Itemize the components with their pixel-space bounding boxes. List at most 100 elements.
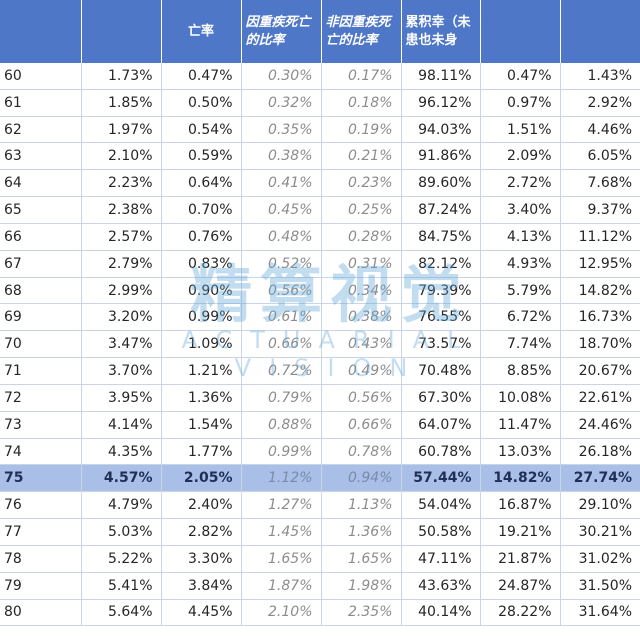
cell-death-rate: 0.83% <box>161 250 242 278</box>
cell-non-ci-death-ratio: 1.98% <box>321 572 402 600</box>
header-cell-age <box>0 0 82 63</box>
header-row: 亡率 因重疾死亡的比率 非因重疾死亡的比率 累积幸（未患也未身 <box>0 0 640 63</box>
cell-rate-a: 2.10% <box>81 142 162 171</box>
cell-non-ci-death-ratio: 0.19% <box>321 116 402 144</box>
table-row: 60 1.73% 0.47% 0.30% 0.17% 98.11% 0.47% 1.43% <box>0 63 640 90</box>
cell-col7: 0.97% <box>480 89 561 117</box>
cell-col7: 4.13% <box>480 223 561 251</box>
header-cell-rate <box>81 0 162 63</box>
cell-cumulative: 94.03% <box>401 116 481 144</box>
cell-rate-a: 4.35% <box>81 438 162 466</box>
cell-col8: 18.70% <box>560 330 640 359</box>
cell-cumulative: 57.44% <box>401 464 481 493</box>
cell-death-rate: 1.09% <box>161 330 242 359</box>
cell-col7: 24.87% <box>480 572 561 600</box>
cell-col8: 6.05% <box>560 142 640 171</box>
cell-age: 74 <box>0 438 82 466</box>
cell-age: 78 <box>0 545 82 573</box>
cell-ci-death-ratio: 1.12% <box>241 464 322 493</box>
cell-col7: 10.08% <box>480 384 561 412</box>
cell-col7: 7.74% <box>480 330 561 359</box>
cell-non-ci-death-ratio: 1.65% <box>321 545 402 573</box>
cell-ci-death-ratio: 0.48% <box>241 223 322 251</box>
table-row: 73 4.14% 1.54% 0.88% 0.66% 64.07% 11.47% 24.46% <box>0 411 640 439</box>
table-row: 72 3.95% 1.36% 0.79% 0.56% 67.30% 10.08% 22.61% <box>0 384 640 412</box>
cell-col8: 31.50% <box>560 572 640 600</box>
table-row: 80 5.64% 4.45% 2.10% 2.35% 40.14% 28.22% 31.64% <box>0 599 640 627</box>
cell-cumulative: 43.63% <box>401 572 481 600</box>
cell-col7: 2.09% <box>480 142 561 171</box>
cell-col7: 28.22% <box>480 599 561 627</box>
cell-col7: 16.87% <box>480 491 561 520</box>
cell-age: 61 <box>0 89 82 117</box>
cell-cumulative: 70.48% <box>401 357 481 385</box>
cell-rate-a: 4.14% <box>81 411 162 439</box>
cell-rate-a: 5.22% <box>81 545 162 573</box>
table-row: 74 4.35% 1.77% 0.99% 0.78% 60.78% 13.03% 26.18% <box>0 438 640 466</box>
cell-age: 64 <box>0 169 82 198</box>
cell-rate-a: 4.79% <box>81 491 162 520</box>
cell-rate-a: 2.23% <box>81 169 162 198</box>
cell-col7: 0.47% <box>480 63 561 90</box>
table-row: 77 5.03% 2.82% 1.45% 1.36% 50.58% 19.21% 30.21% <box>0 518 640 546</box>
cell-age: 71 <box>0 357 82 385</box>
cell-cumulative: 73.57% <box>401 330 481 359</box>
cell-cumulative: 67.30% <box>401 384 481 412</box>
cell-rate-a: 5.41% <box>81 572 162 600</box>
cell-col7: 11.47% <box>480 411 561 439</box>
header-cell-cumulative: 累积幸（未患也未身 <box>401 0 481 63</box>
cell-age: 68 <box>0 277 82 305</box>
cell-col7: 13.03% <box>480 438 561 466</box>
cell-col8: 16.73% <box>560 303 640 332</box>
cell-col8: 30.21% <box>560 518 640 546</box>
table-row: 79 5.41% 3.84% 1.87% 1.98% 43.63% 24.87% 31.50% <box>0 572 640 600</box>
cell-col7: 3.40% <box>480 196 561 224</box>
cell-age: 73 <box>0 411 82 439</box>
cell-death-rate: 0.90% <box>161 277 242 305</box>
cell-age: 72 <box>0 384 82 412</box>
cell-ci-death-ratio: 0.99% <box>241 438 322 466</box>
table-row: 65 2.38% 0.70% 0.45% 0.25% 87.24% 3.40% 9.37% <box>0 196 640 224</box>
table-header: 亡率 因重疾死亡的比率 非因重疾死亡的比率 累积幸（未患也未身 <box>0 0 640 63</box>
cell-age: 62 <box>0 116 82 144</box>
cell-non-ci-death-ratio: 0.56% <box>321 384 402 412</box>
cell-col8: 9.37% <box>560 196 640 224</box>
cell-non-ci-death-ratio: 0.78% <box>321 438 402 466</box>
table-row: 62 1.97% 0.54% 0.35% 0.19% 94.03% 1.51% 4.46% <box>0 116 640 144</box>
table-row: 66 2.57% 0.76% 0.48% 0.28% 84.75% 4.13% 11.12% <box>0 223 640 251</box>
table-row: 76 4.79% 2.40% 1.27% 1.13% 54.04% 16.87% 29.10% <box>0 491 640 520</box>
cell-col8: 27.74% <box>560 464 640 493</box>
cell-cumulative: 87.24% <box>401 196 481 224</box>
cell-cumulative: 47.11% <box>401 545 481 573</box>
cell-rate-a: 5.64% <box>81 599 162 627</box>
cell-col8: 1.43% <box>560 63 640 90</box>
table-row: 63 2.10% 0.59% 0.38% 0.21% 91.86% 2.09% 6.05% <box>0 142 640 171</box>
cell-death-rate: 0.64% <box>161 169 242 198</box>
cell-cumulative: 84.75% <box>401 223 481 251</box>
cell-ci-death-ratio: 0.72% <box>241 357 322 385</box>
table-row: 75 4.57% 2.05% 1.12% 0.94% 57.44% 14.82% 27.74% <box>0 464 640 493</box>
cell-non-ci-death-ratio: 0.31% <box>321 250 402 278</box>
cell-col7: 19.21% <box>480 518 561 546</box>
cell-col7: 14.82% <box>480 464 561 493</box>
cell-ci-death-ratio: 0.30% <box>241 63 322 90</box>
cell-col8: 22.61% <box>560 384 640 412</box>
header-cell-col8 <box>560 0 640 63</box>
cell-cumulative: 40.14% <box>401 599 481 627</box>
cell-cumulative: 98.11% <box>401 63 481 90</box>
cell-cumulative: 96.12% <box>401 89 481 117</box>
header-cell-death-rate: 亡率 <box>161 0 242 63</box>
cell-col8: 24.46% <box>560 411 640 439</box>
cell-col8: 31.02% <box>560 545 640 573</box>
cell-col7: 1.51% <box>480 116 561 144</box>
table-row: 67 2.79% 0.83% 0.52% 0.31% 82.12% 4.93% 12.95% <box>0 250 640 278</box>
cell-cumulative: 64.07% <box>401 411 481 439</box>
table-row: 71 3.70% 1.21% 0.72% 0.49% 70.48% 8.85% 20.67% <box>0 357 640 385</box>
cell-rate-a: 3.95% <box>81 384 162 412</box>
cell-non-ci-death-ratio: 0.28% <box>321 223 402 251</box>
cell-cumulative: 89.60% <box>401 169 481 198</box>
cell-ci-death-ratio: 1.27% <box>241 491 322 520</box>
cell-non-ci-death-ratio: 1.36% <box>321 518 402 546</box>
table-body: 60 1.73% 0.47% 0.30% 0.17% 98.11% 0.47% 1.43% 61… <box>0 63 640 627</box>
cell-rate-a: 3.20% <box>81 303 162 332</box>
